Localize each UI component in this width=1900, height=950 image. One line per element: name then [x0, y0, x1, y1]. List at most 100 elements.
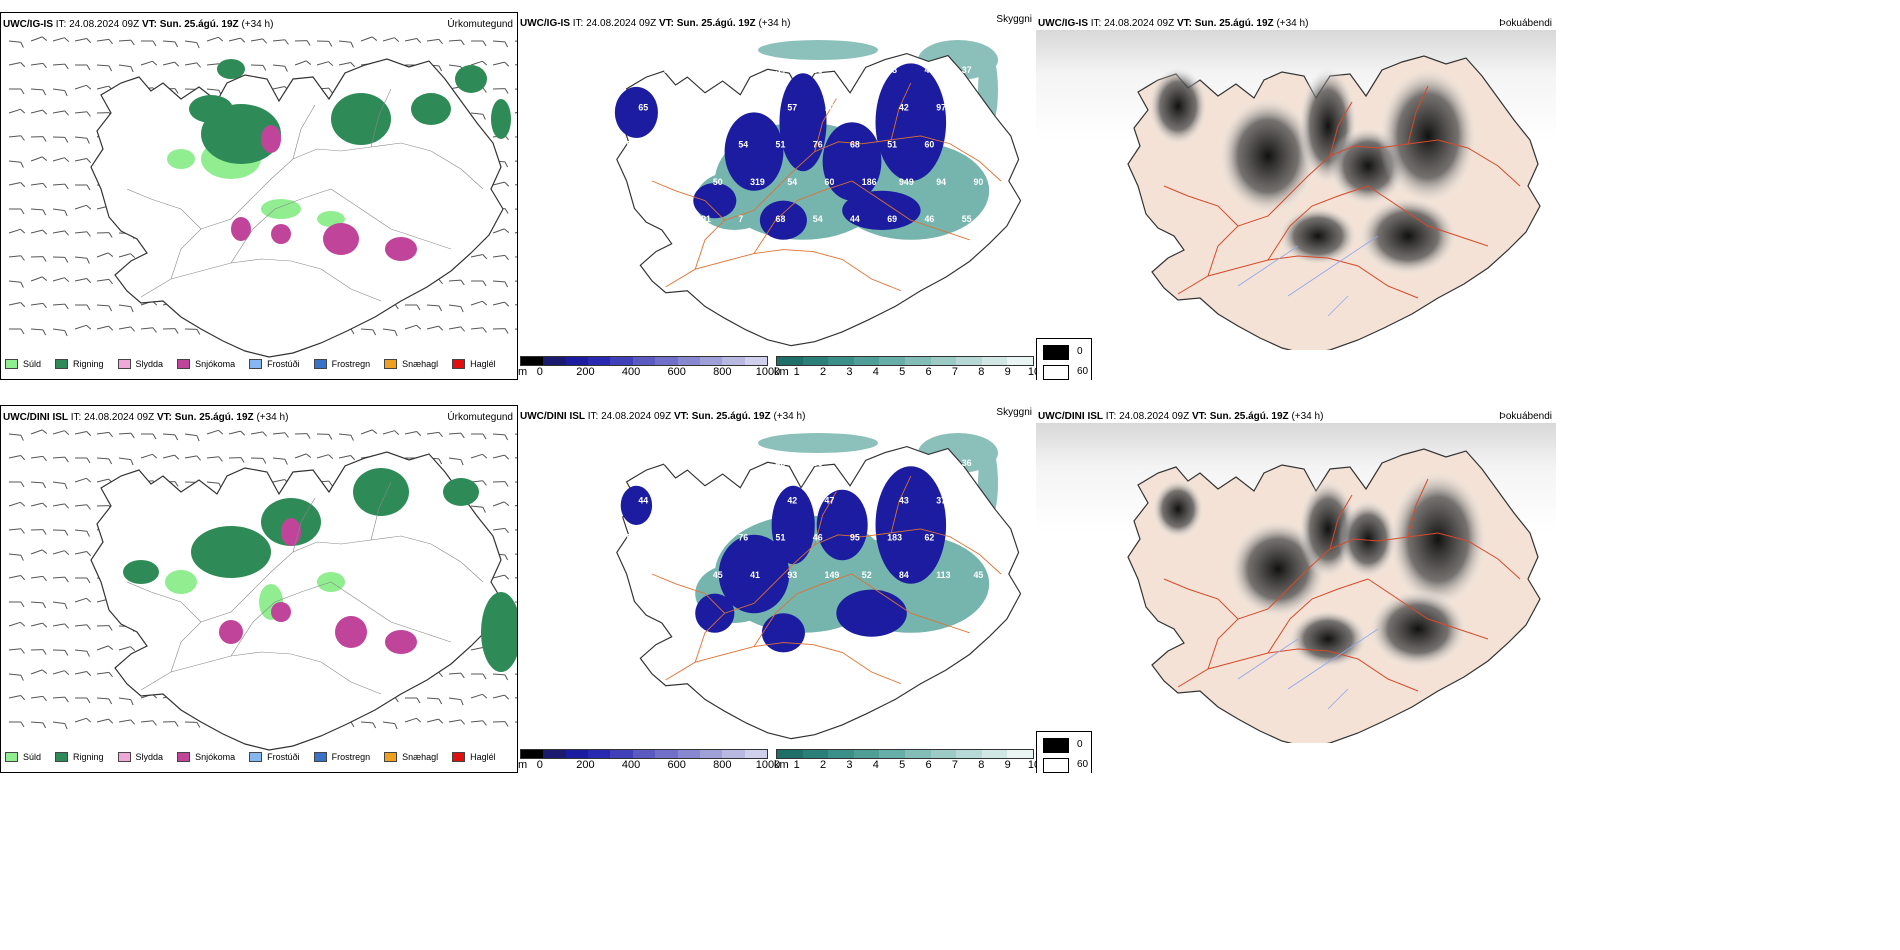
road [890, 475, 912, 533]
ceiling-value-label: 43 [899, 495, 909, 505]
wind-barb [52, 37, 70, 43]
ceiling-value-label: 54 [738, 140, 748, 150]
road [1163, 185, 1239, 227]
precip-area [165, 570, 197, 594]
colorbar-tick: 0 [536, 366, 543, 378]
wind-barb [52, 529, 69, 536]
wind-barb [294, 453, 312, 459]
wind-barb [360, 36, 378, 42]
fog-panel-row1: UWC/IG-IS IT: 24.08.2024 09Z VT: Sun. 25… [1036, 12, 1556, 380]
ceiling-value-label: 45 [638, 570, 648, 580]
low-ceiling-area [779, 73, 827, 172]
wind-barb [382, 328, 398, 337]
ceiling-vis-map: 78 39 42 60 34 58 50 38 43 37 65 58 57 37 57 10 49 42 97 49… [614, 40, 1022, 347]
colorbar-cell [677, 357, 700, 365]
wind-barb [514, 229, 517, 234]
wind-barb [470, 720, 487, 726]
wind-barb [514, 109, 517, 114]
ceiling-value-label: 90 [974, 177, 984, 187]
fog-area [1278, 206, 1358, 266]
colorbar-tick: 1000 [755, 759, 781, 771]
legend-item: Frostúði [249, 359, 300, 369]
ceiling-value-label: 47 [664, 533, 674, 543]
ceiling-value-label: 55 [627, 533, 637, 543]
ceiling-value-label: 113 [936, 570, 950, 580]
ceiling-value-label: 33 [974, 495, 984, 505]
panel-type-label: Þokuábendi [1499, 411, 1552, 422]
colorbar-cell [632, 357, 656, 365]
river [1287, 235, 1379, 297]
road [694, 528, 1002, 663]
fog-legend-label: 60 [1077, 366, 1089, 377]
wind-barb [30, 455, 47, 462]
ceiling-value-label: 68 [850, 140, 860, 150]
low-ceiling-area [724, 112, 784, 191]
panel-type-label: Þokuábendi [1499, 18, 1552, 29]
colorbar-cell [521, 750, 544, 758]
fog-legend: 0 60 [1036, 338, 1092, 380]
ceiling-value-label: 43 [925, 65, 935, 75]
wind-barb [294, 60, 312, 66]
ceiling-value-label: 65 [638, 102, 648, 112]
wind-barb [426, 325, 444, 331]
ceiling-value-label: 42 [787, 495, 797, 505]
low-ceiling-area [693, 182, 737, 219]
wind-barb [74, 504, 91, 510]
colorbar-strip [776, 749, 1034, 759]
legend-swatch [55, 752, 69, 762]
wind-barb [471, 40, 487, 47]
wind-barb [96, 697, 113, 705]
fog-area [1218, 96, 1318, 216]
wind-barb [74, 649, 90, 657]
wind-barb [492, 280, 509, 288]
legend-label: Súld [23, 752, 42, 762]
legend-label: Frostregn [331, 359, 371, 369]
ceiling-value-label: 64 [627, 607, 637, 617]
wind-barb [52, 208, 68, 217]
colorbar-cell [879, 750, 905, 758]
wind-barb [514, 481, 517, 483]
colorbar-cell [722, 750, 745, 758]
wind-barb [74, 158, 92, 164]
precip-area [385, 237, 417, 261]
legend-swatch [313, 752, 327, 762]
wind-barb [96, 325, 114, 331]
wind-barb [141, 433, 157, 440]
colorbar-cell [777, 750, 803, 758]
colorbar-cell [853, 357, 880, 365]
precip-area [323, 223, 359, 255]
wind-barb [405, 304, 421, 311]
colorbar-cell [956, 750, 982, 758]
wind-barb [118, 64, 134, 73]
colorbar-tick: 1000 [755, 366, 781, 378]
road [170, 535, 484, 673]
wind-barb [30, 429, 48, 435]
precip-area [455, 65, 487, 93]
ceiling-value-label: 51 [776, 140, 786, 150]
road [1407, 478, 1429, 538]
river [1237, 245, 1299, 287]
wind-barb [9, 601, 25, 608]
wind-barb [140, 453, 158, 459]
ceiling-value-label: 57 [713, 102, 723, 112]
ceiling-value-label: 183 [887, 533, 902, 543]
wind-barb [118, 646, 136, 652]
ceiling-value-label: 62 [925, 533, 935, 543]
ceiling-value-label: 68 [776, 214, 786, 224]
wind-barb [492, 501, 510, 507]
ceiling-value-label: 54 [813, 214, 823, 224]
colorbar-cell [610, 357, 633, 365]
road [370, 88, 392, 148]
wind-barb [30, 721, 47, 729]
ceiling-value-label: 44 [638, 495, 648, 505]
wind-barb [52, 696, 69, 703]
wind-barb [470, 453, 488, 459]
colorbar-cell [543, 357, 566, 365]
panel-title: UWC/IG-IS IT: 24.08.2024 09Z VT: Sun. 25… [520, 18, 791, 29]
fog-area [1152, 479, 1204, 539]
wind-barb [382, 721, 398, 730]
legend-swatch [177, 359, 191, 369]
colorbar-tick: 1 [793, 366, 800, 378]
road [1267, 578, 1369, 654]
wind-barb [52, 456, 69, 463]
